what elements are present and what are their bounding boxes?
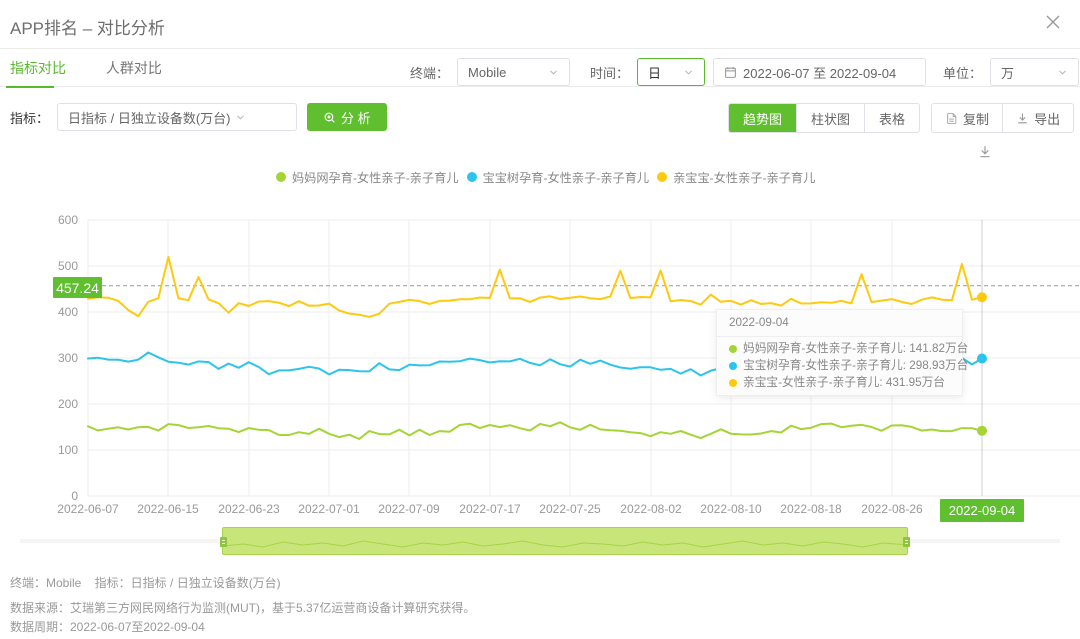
svg-text:100: 100 [58,443,78,457]
svg-text:600: 600 [58,213,78,227]
svg-text:400: 400 [58,305,78,319]
svg-text:300: 300 [58,351,78,365]
svg-text:0: 0 [71,489,78,503]
svg-text:500: 500 [58,259,78,273]
svg-text:200: 200 [58,397,78,411]
